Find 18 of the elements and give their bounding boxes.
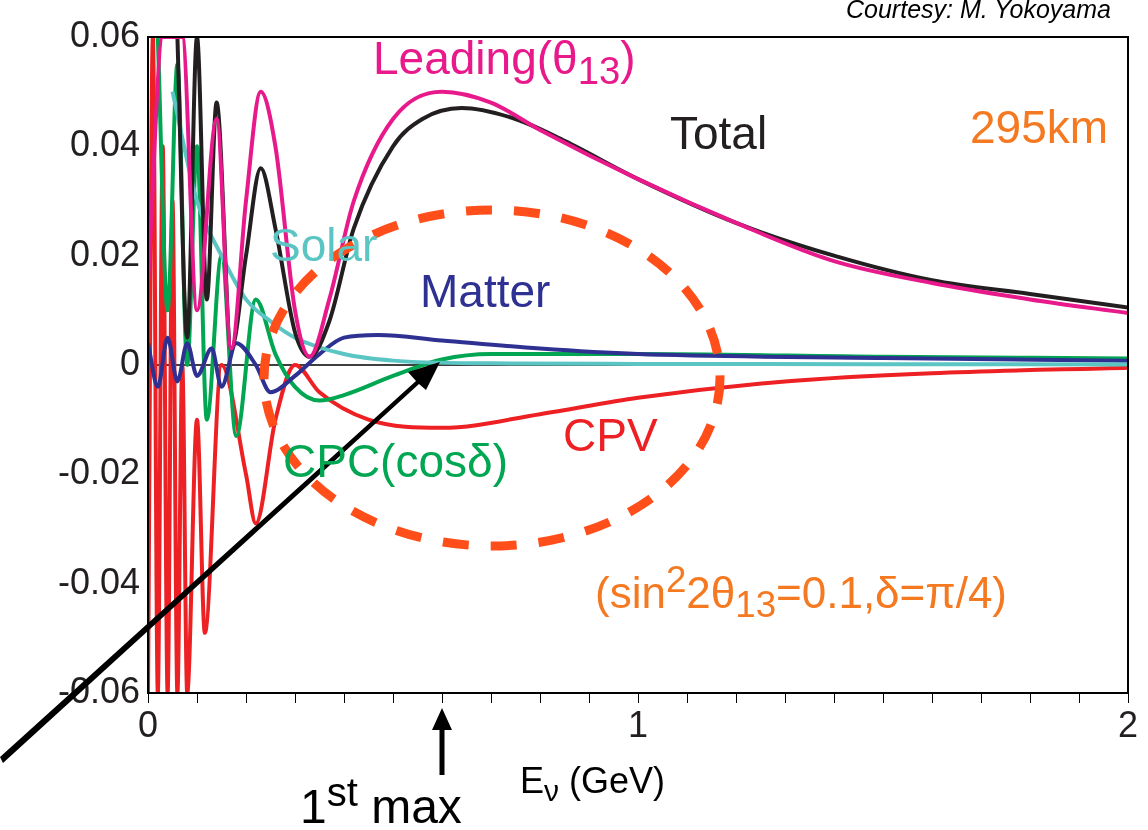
y-tick-label: 0.02 xyxy=(69,232,140,274)
y-tick-label: -0.02 xyxy=(57,451,140,493)
x-tick-label: 1 xyxy=(627,703,649,745)
series-label: CPV xyxy=(563,409,658,461)
text: 1$^{st}$ max xyxy=(300,770,462,830)
y-tick-label: 0 xyxy=(119,341,140,383)
annotation: (sin$^{2}$2θ$_{13}$=0.1,δ=π/4) xyxy=(595,559,1008,626)
series-label: Matter xyxy=(420,265,551,317)
series-label: Total xyxy=(670,107,768,159)
text: Courtesy: M. Yokoyama xyxy=(846,0,1111,24)
line-series xyxy=(148,332,1128,395)
annotation: 295km xyxy=(970,101,1109,153)
y-tick-label: -0.04 xyxy=(57,560,140,602)
x-tick-label: 2 xyxy=(1117,703,1139,745)
series-label: Leading(θ$_{13}$) xyxy=(373,32,636,93)
y-tick-label: 0.06 xyxy=(69,13,140,55)
y-tick-label: 0.04 xyxy=(69,123,140,165)
x-axis-title: E$_{ν}$ (GeV) xyxy=(520,760,666,809)
